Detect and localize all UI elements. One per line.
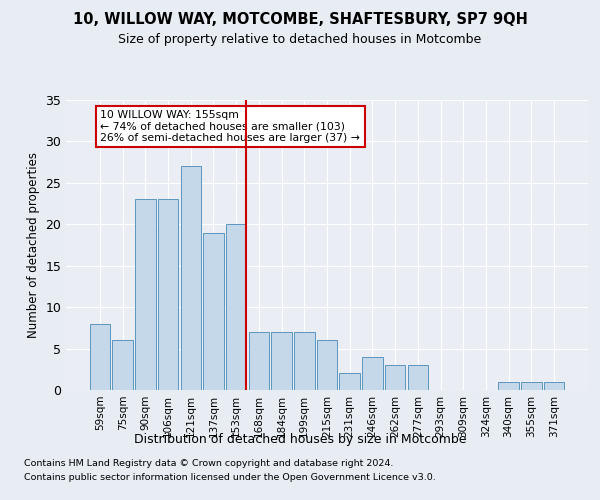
Bar bbox=[135, 200, 155, 390]
Bar bbox=[112, 340, 133, 390]
Bar bbox=[521, 382, 542, 390]
Bar bbox=[407, 365, 428, 390]
Text: Contains HM Land Registry data © Crown copyright and database right 2024.: Contains HM Land Registry data © Crown c… bbox=[24, 458, 394, 468]
Text: Contains public sector information licensed under the Open Government Licence v3: Contains public sector information licen… bbox=[24, 474, 436, 482]
Bar bbox=[158, 200, 178, 390]
Bar bbox=[294, 332, 314, 390]
Y-axis label: Number of detached properties: Number of detached properties bbox=[27, 152, 40, 338]
Bar bbox=[544, 382, 564, 390]
Text: Size of property relative to detached houses in Motcombe: Size of property relative to detached ho… bbox=[118, 32, 482, 46]
Bar bbox=[248, 332, 269, 390]
Bar bbox=[317, 340, 337, 390]
Text: Distribution of detached houses by size in Motcombe: Distribution of detached houses by size … bbox=[134, 432, 466, 446]
Bar bbox=[181, 166, 201, 390]
Bar bbox=[340, 374, 360, 390]
Bar bbox=[90, 324, 110, 390]
Bar bbox=[385, 365, 406, 390]
Text: 10 WILLOW WAY: 155sqm
← 74% of detached houses are smaller (103)
26% of semi-det: 10 WILLOW WAY: 155sqm ← 74% of detached … bbox=[100, 110, 360, 143]
Bar bbox=[271, 332, 292, 390]
Bar bbox=[499, 382, 519, 390]
Text: 10, WILLOW WAY, MOTCOMBE, SHAFTESBURY, SP7 9QH: 10, WILLOW WAY, MOTCOMBE, SHAFTESBURY, S… bbox=[73, 12, 527, 28]
Bar bbox=[203, 232, 224, 390]
Bar bbox=[226, 224, 247, 390]
Bar bbox=[362, 357, 383, 390]
